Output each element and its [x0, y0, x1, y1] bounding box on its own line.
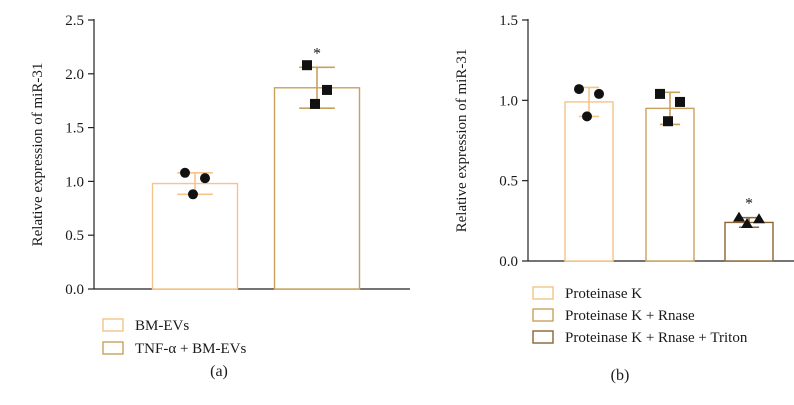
data-point [663, 116, 673, 127]
legend-label: Proteinase K + Rnase [565, 308, 695, 324]
data-point [322, 84, 332, 95]
y-axis-title: Relative expression of miR-31 [454, 49, 470, 233]
legend-label: BM-EVs [135, 318, 189, 334]
legend-swatch [532, 286, 554, 300]
y-tick-label: 1.0 [499, 93, 518, 109]
data-point [741, 218, 753, 229]
data-point [188, 189, 198, 200]
y-tick-label: 0.0 [65, 282, 84, 298]
legend-label: Proteinase K + Rnase + Triton [565, 330, 748, 346]
legend-swatch [532, 330, 554, 344]
y-tick-label: 0.5 [499, 174, 518, 190]
data-point [655, 88, 665, 99]
y-tick-label: 1.5 [499, 13, 518, 29]
legend-label: Proteinase K [565, 286, 642, 302]
panel-label: (a) [210, 363, 228, 380]
y-tick-label: 0.5 [65, 228, 84, 244]
data-point [302, 60, 312, 71]
y-tick-label: 0.0 [499, 254, 518, 270]
data-point [574, 84, 584, 95]
legend-label: TNF-α + BM-EVs [135, 341, 246, 357]
significance-marker: * [313, 45, 321, 62]
significance-marker: * [745, 196, 753, 213]
legend-swatch [102, 318, 124, 332]
data-point [675, 96, 685, 107]
data-point [180, 167, 190, 178]
bar [151, 182, 239, 290]
y-tick-label: 2.5 [65, 13, 84, 29]
data-point [753, 213, 765, 224]
y-axis-title: Relative expression of miR-31 [30, 63, 46, 247]
bar [645, 107, 695, 262]
legend-swatch [532, 308, 554, 322]
y-tick-label: 1.0 [65, 174, 84, 190]
y-tick-label: 2.0 [65, 67, 84, 83]
data-point [594, 88, 604, 99]
panel-label: (b) [611, 367, 630, 384]
data-point [310, 98, 320, 109]
legend-swatch [102, 341, 124, 355]
bar [273, 87, 361, 290]
bar [564, 101, 614, 262]
y-tick-label: 1.5 [65, 121, 84, 137]
bar [724, 221, 774, 262]
data-point [582, 111, 592, 122]
data-point [733, 211, 745, 222]
data-point [200, 173, 210, 184]
